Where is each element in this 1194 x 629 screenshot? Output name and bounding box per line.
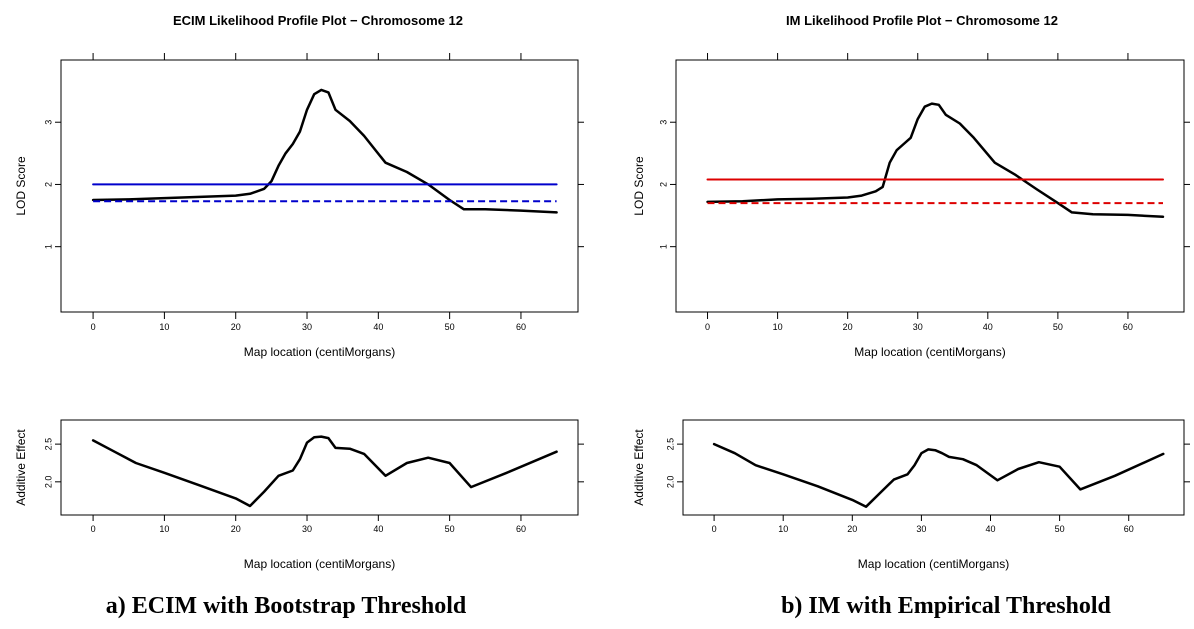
ecim-lod-profile-line bbox=[91, 88, 558, 214]
im-effect-ylabel: Additive Effect bbox=[632, 429, 646, 506]
im-lod-ytick-label: 3 bbox=[658, 120, 668, 125]
ecim-lod-panel: 0 10 20 30 40 50 60 1 2 3 Map location (centiMorga… bbox=[14, 53, 584, 359]
ecim-effect-ylabel: Additive Effect bbox=[14, 429, 28, 506]
im-lod-xtick-label: 0 bbox=[705, 322, 710, 332]
ecim-effect-plot-frame bbox=[60, 419, 579, 516]
im-effect-xtick-label: 20 bbox=[847, 524, 857, 534]
ecim-effect-xtick-label: 10 bbox=[159, 524, 169, 534]
ecim-lod-ytick-label: 2 bbox=[43, 182, 53, 187]
ecim-lod-xtick-label: 60 bbox=[516, 322, 526, 332]
im-lod-panel: 0 10 20 30 40 50 60 1 2 3 Map location (centiMorga… bbox=[632, 53, 1190, 359]
im-effect-ytick-label: 2.5 bbox=[665, 438, 675, 451]
im-effect-xtick-label: 50 bbox=[1055, 524, 1065, 534]
ecim-effect-xtick-label: 20 bbox=[231, 524, 241, 534]
caption-b: b) IM with Empirical Threshold bbox=[781, 593, 1111, 619]
ecim-effect-xtick-label: 50 bbox=[445, 524, 455, 534]
ecim-effect-xtick-label: 30 bbox=[302, 524, 312, 534]
ecim-lod-xtick-label: 50 bbox=[445, 322, 455, 332]
ecim-effect-panel: 0 10 20 30 40 50 60 2.0 2.5 Map location (centiMo… bbox=[14, 419, 584, 571]
im-effect-xtick-label: 10 bbox=[778, 524, 788, 534]
im-effect-xtick-label: 40 bbox=[986, 524, 996, 534]
im-lod-xtick-label: 60 bbox=[1123, 322, 1133, 332]
ecim-effect-ytick-label: 2.0 bbox=[43, 476, 53, 489]
im-effect-xtick-label: 60 bbox=[1124, 524, 1134, 534]
im-lod-profile-line bbox=[706, 102, 1165, 219]
ecim-effect-xlabel: Map location (centiMorgans) bbox=[244, 557, 395, 571]
im-lod-xtick-label: 10 bbox=[773, 322, 783, 332]
caption-a: a) ECIM with Bootstrap Threshold bbox=[106, 593, 467, 619]
im-effect-xtick-label: 0 bbox=[712, 524, 717, 534]
ecim-lod-xtick-label: 10 bbox=[159, 322, 169, 332]
ecim-effect-xtick-label: 60 bbox=[516, 524, 526, 534]
im-lod-title: IM Likelihood Profile Plot − Chromosome … bbox=[786, 13, 1058, 28]
im-lod-ytick-label: 1 bbox=[658, 244, 668, 249]
im-effect-ytick-label: 2.0 bbox=[665, 476, 675, 489]
im-lod-xtick-label: 40 bbox=[983, 322, 993, 332]
ecim-lod-ylabel: LOD Score bbox=[14, 156, 28, 216]
ecim-effect-ytick-label: 2.5 bbox=[43, 438, 53, 451]
ecim-lod-title: ECIM Likelihood Profile Plot − Chromosom… bbox=[173, 13, 463, 28]
ecim-effect-effect-line bbox=[91, 435, 558, 508]
im-effect-effect-line bbox=[712, 442, 1165, 508]
ecim-lod-xtick-label: 40 bbox=[373, 322, 383, 332]
ecim-lod-xtick-label: 20 bbox=[231, 322, 241, 332]
im-lod-ytick-label: 2 bbox=[658, 182, 668, 187]
ecim-lod-xlabel: Map location (centiMorgans) bbox=[244, 345, 395, 359]
im-effect-plot-frame bbox=[682, 419, 1185, 516]
ecim-lod-xtick-label: 30 bbox=[302, 322, 312, 332]
ecim-lod-xtick-label: 0 bbox=[91, 322, 96, 332]
im-effect-xlabel: Map location (centiMorgans) bbox=[858, 557, 1009, 571]
im-lod-xtick-label: 30 bbox=[913, 322, 923, 332]
im-lod-xtick-label: 20 bbox=[843, 322, 853, 332]
ecim-lod-ytick-label: 1 bbox=[43, 244, 53, 249]
ecim-effect-xtick-label: 0 bbox=[91, 524, 96, 534]
ecim-lod-plot-frame bbox=[60, 59, 579, 313]
im-lod-xtick-label: 50 bbox=[1053, 322, 1063, 332]
im-lod-xlabel: Map location (centiMorgans) bbox=[854, 345, 1005, 359]
ecim-lod-ytick-label: 3 bbox=[43, 120, 53, 125]
im-effect-panel: 0 10 20 30 40 50 60 2.0 2.5 Map location (centiMo… bbox=[632, 419, 1190, 571]
im-lod-ylabel: LOD Score bbox=[632, 156, 646, 216]
im-effect-xtick-label: 30 bbox=[916, 524, 926, 534]
im-lod-plot-frame bbox=[675, 59, 1185, 313]
ecim-effect-xtick-label: 40 bbox=[373, 524, 383, 534]
